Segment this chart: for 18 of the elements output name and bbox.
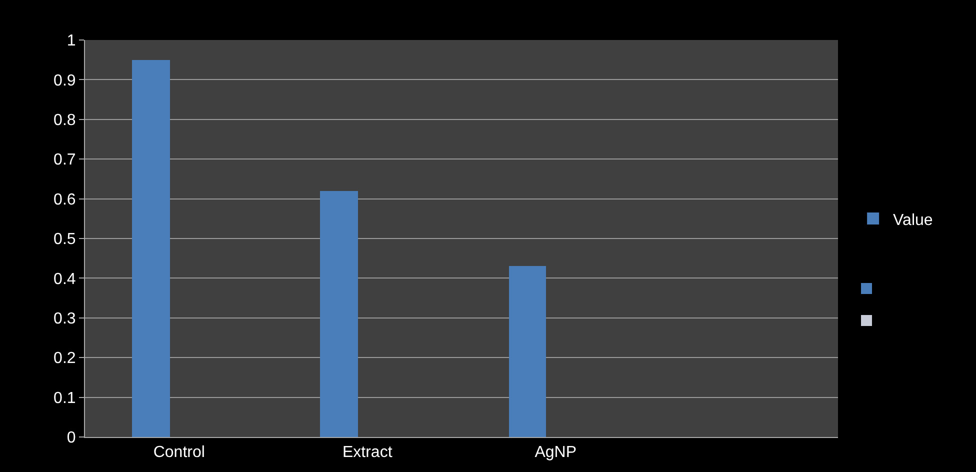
x-tick-label: Control [153,444,205,462]
y-tick-label: 1 [66,32,76,50]
y-tick-label: 0.3 [54,310,76,328]
bar [320,191,358,437]
y-tick-label: 0.1 [54,390,76,407]
y-tick-label: 0.8 [54,112,76,129]
y-tick-label: 0.2 [54,350,76,368]
y-tick-label: 0.7 [54,152,76,169]
y-tick-label: 0.6 [54,191,76,208]
legend-label: Value [893,212,933,229]
y-tick-label: 0 [66,430,76,447]
y-tick-label: 0.9 [54,72,76,90]
x-tick-label: Extract [342,444,393,462]
y-tick-label: 0.5 [54,231,76,248]
bar [132,60,170,437]
y-tick-label: 0.4 [54,270,76,288]
bar [509,266,546,437]
x-tick-label: AgNP [534,444,577,462]
